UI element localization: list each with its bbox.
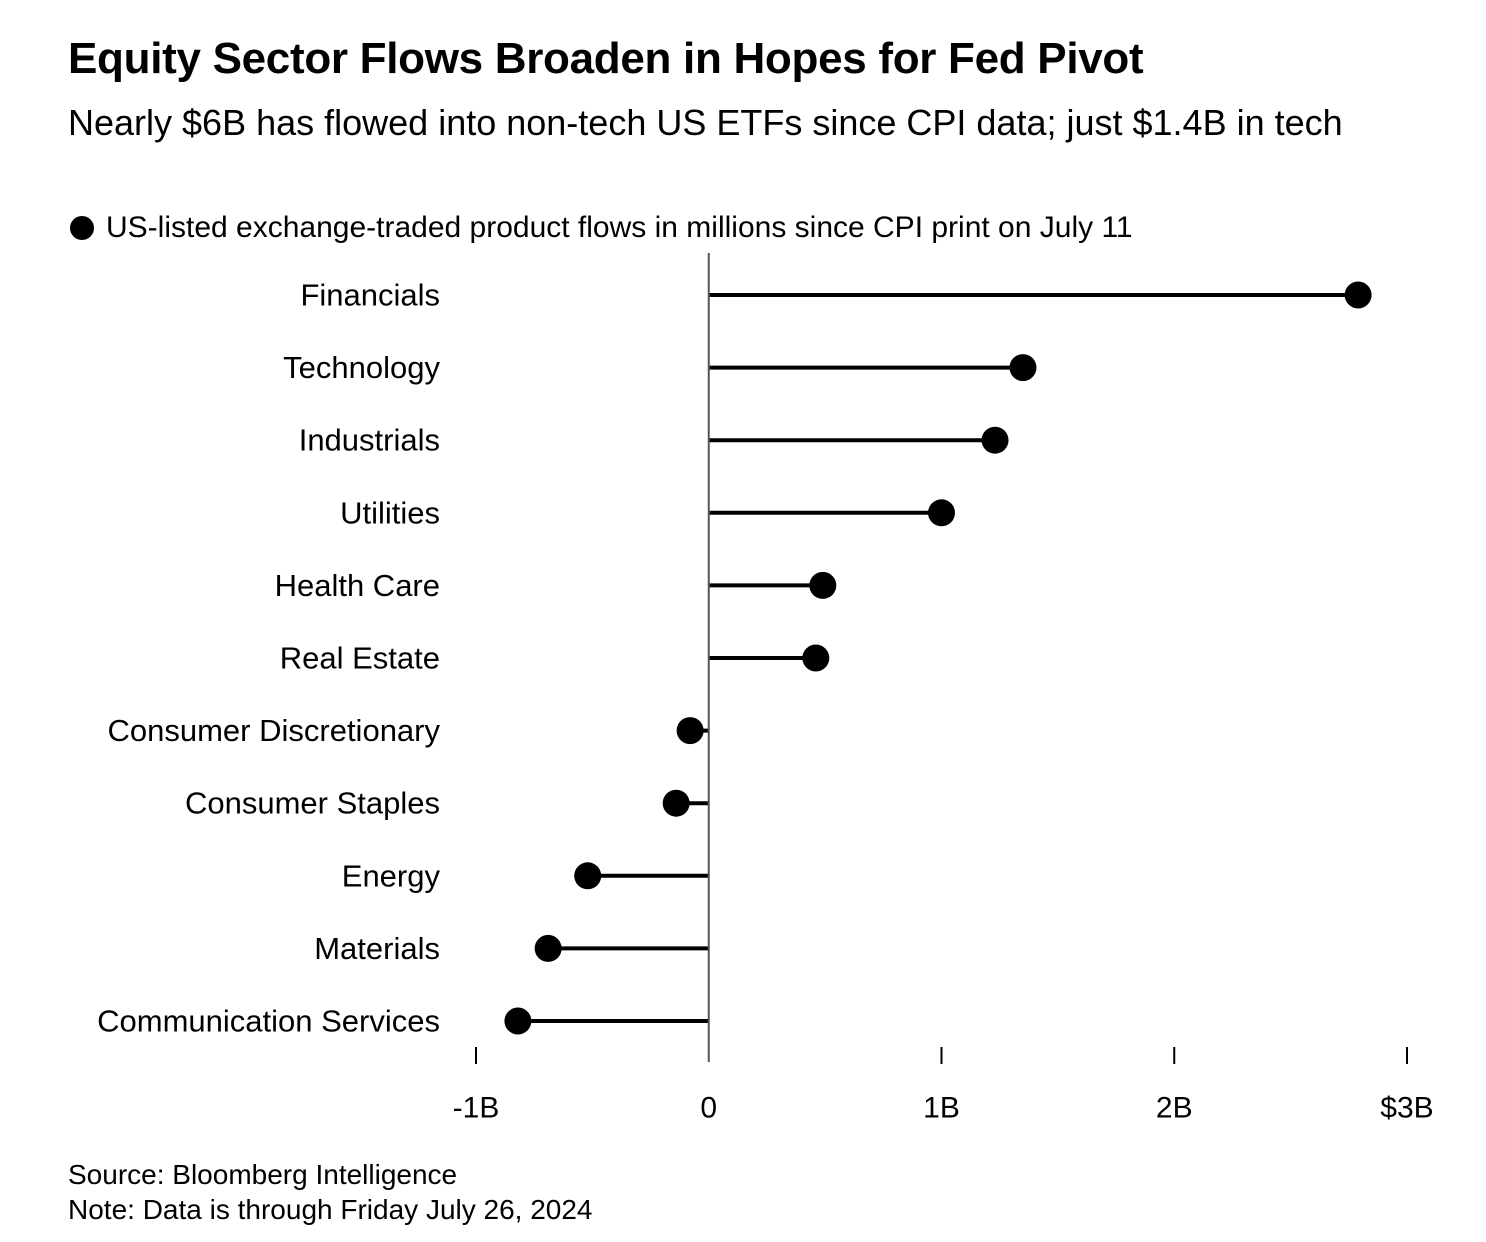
source-note: Source: Bloomberg Intelligence (68, 1159, 458, 1190)
data-point-financials (1344, 281, 1372, 309)
category-label-financials: Financials (300, 278, 440, 313)
category-label-energy: Energy (342, 858, 441, 893)
x-tick-label-2b: 2B (1156, 1092, 1193, 1125)
data-point-consumer-discretionary (676, 717, 704, 745)
x-tick-label-1b: -1B (453, 1092, 500, 1125)
category-labels: Financials Technology Industrials Utilities… (97, 278, 440, 1039)
category-label-utilities: Utilities (340, 495, 440, 530)
lollipop-chart: Financials Technology Industrials Utilities… (97, 253, 1434, 1125)
category-label-materials: Materials (314, 931, 440, 966)
data-point-utilities (928, 499, 955, 527)
data-note: Note: Data is through Friday July 26, 20… (68, 1194, 593, 1225)
category-label-consumer-staples: Consumer Staples (185, 786, 440, 821)
data-point-materials (534, 934, 562, 962)
x-axis-ticks: -1B 0 1B 2B $3B (453, 1047, 1434, 1125)
data-point-health-care (809, 571, 837, 599)
data-point-communication-services (504, 1007, 532, 1035)
category-label-communication-services: Communication Services (97, 1004, 440, 1039)
data-point-technology (1009, 354, 1037, 382)
data-point-consumer-staples (662, 789, 690, 817)
data-point-industrials (981, 426, 1009, 454)
data-point-real-estate (802, 644, 830, 672)
data-point-energy (574, 862, 602, 890)
data-points (504, 281, 1372, 1035)
stems (517, 293, 1359, 1023)
chart-subtitle: Nearly $6B has flowed into non-tech US E… (68, 102, 1343, 143)
x-tick-label-0: 0 (700, 1092, 717, 1125)
category-label-technology: Technology (283, 350, 440, 385)
chart-title: Equity Sector Flows Broaden in Hopes for… (68, 34, 1144, 83)
legend-marker (70, 216, 94, 240)
category-label-industrials: Industrials (299, 423, 440, 458)
category-label-real-estate: Real Estate (280, 641, 440, 676)
legend-label: US-listed exchange-traded product flows … (106, 211, 1133, 244)
category-label-health-care: Health Care (275, 568, 440, 603)
category-label-consumer-discretionary: Consumer Discretionary (108, 713, 441, 748)
legend: US-listed exchange-traded product flows … (70, 208, 1133, 248)
footer: Source: Bloomberg Intelligence Note: Dat… (68, 1157, 593, 1227)
x-tick-label-3b: $3B (1380, 1092, 1433, 1125)
x-tick-label-1b: 1B (923, 1092, 960, 1125)
